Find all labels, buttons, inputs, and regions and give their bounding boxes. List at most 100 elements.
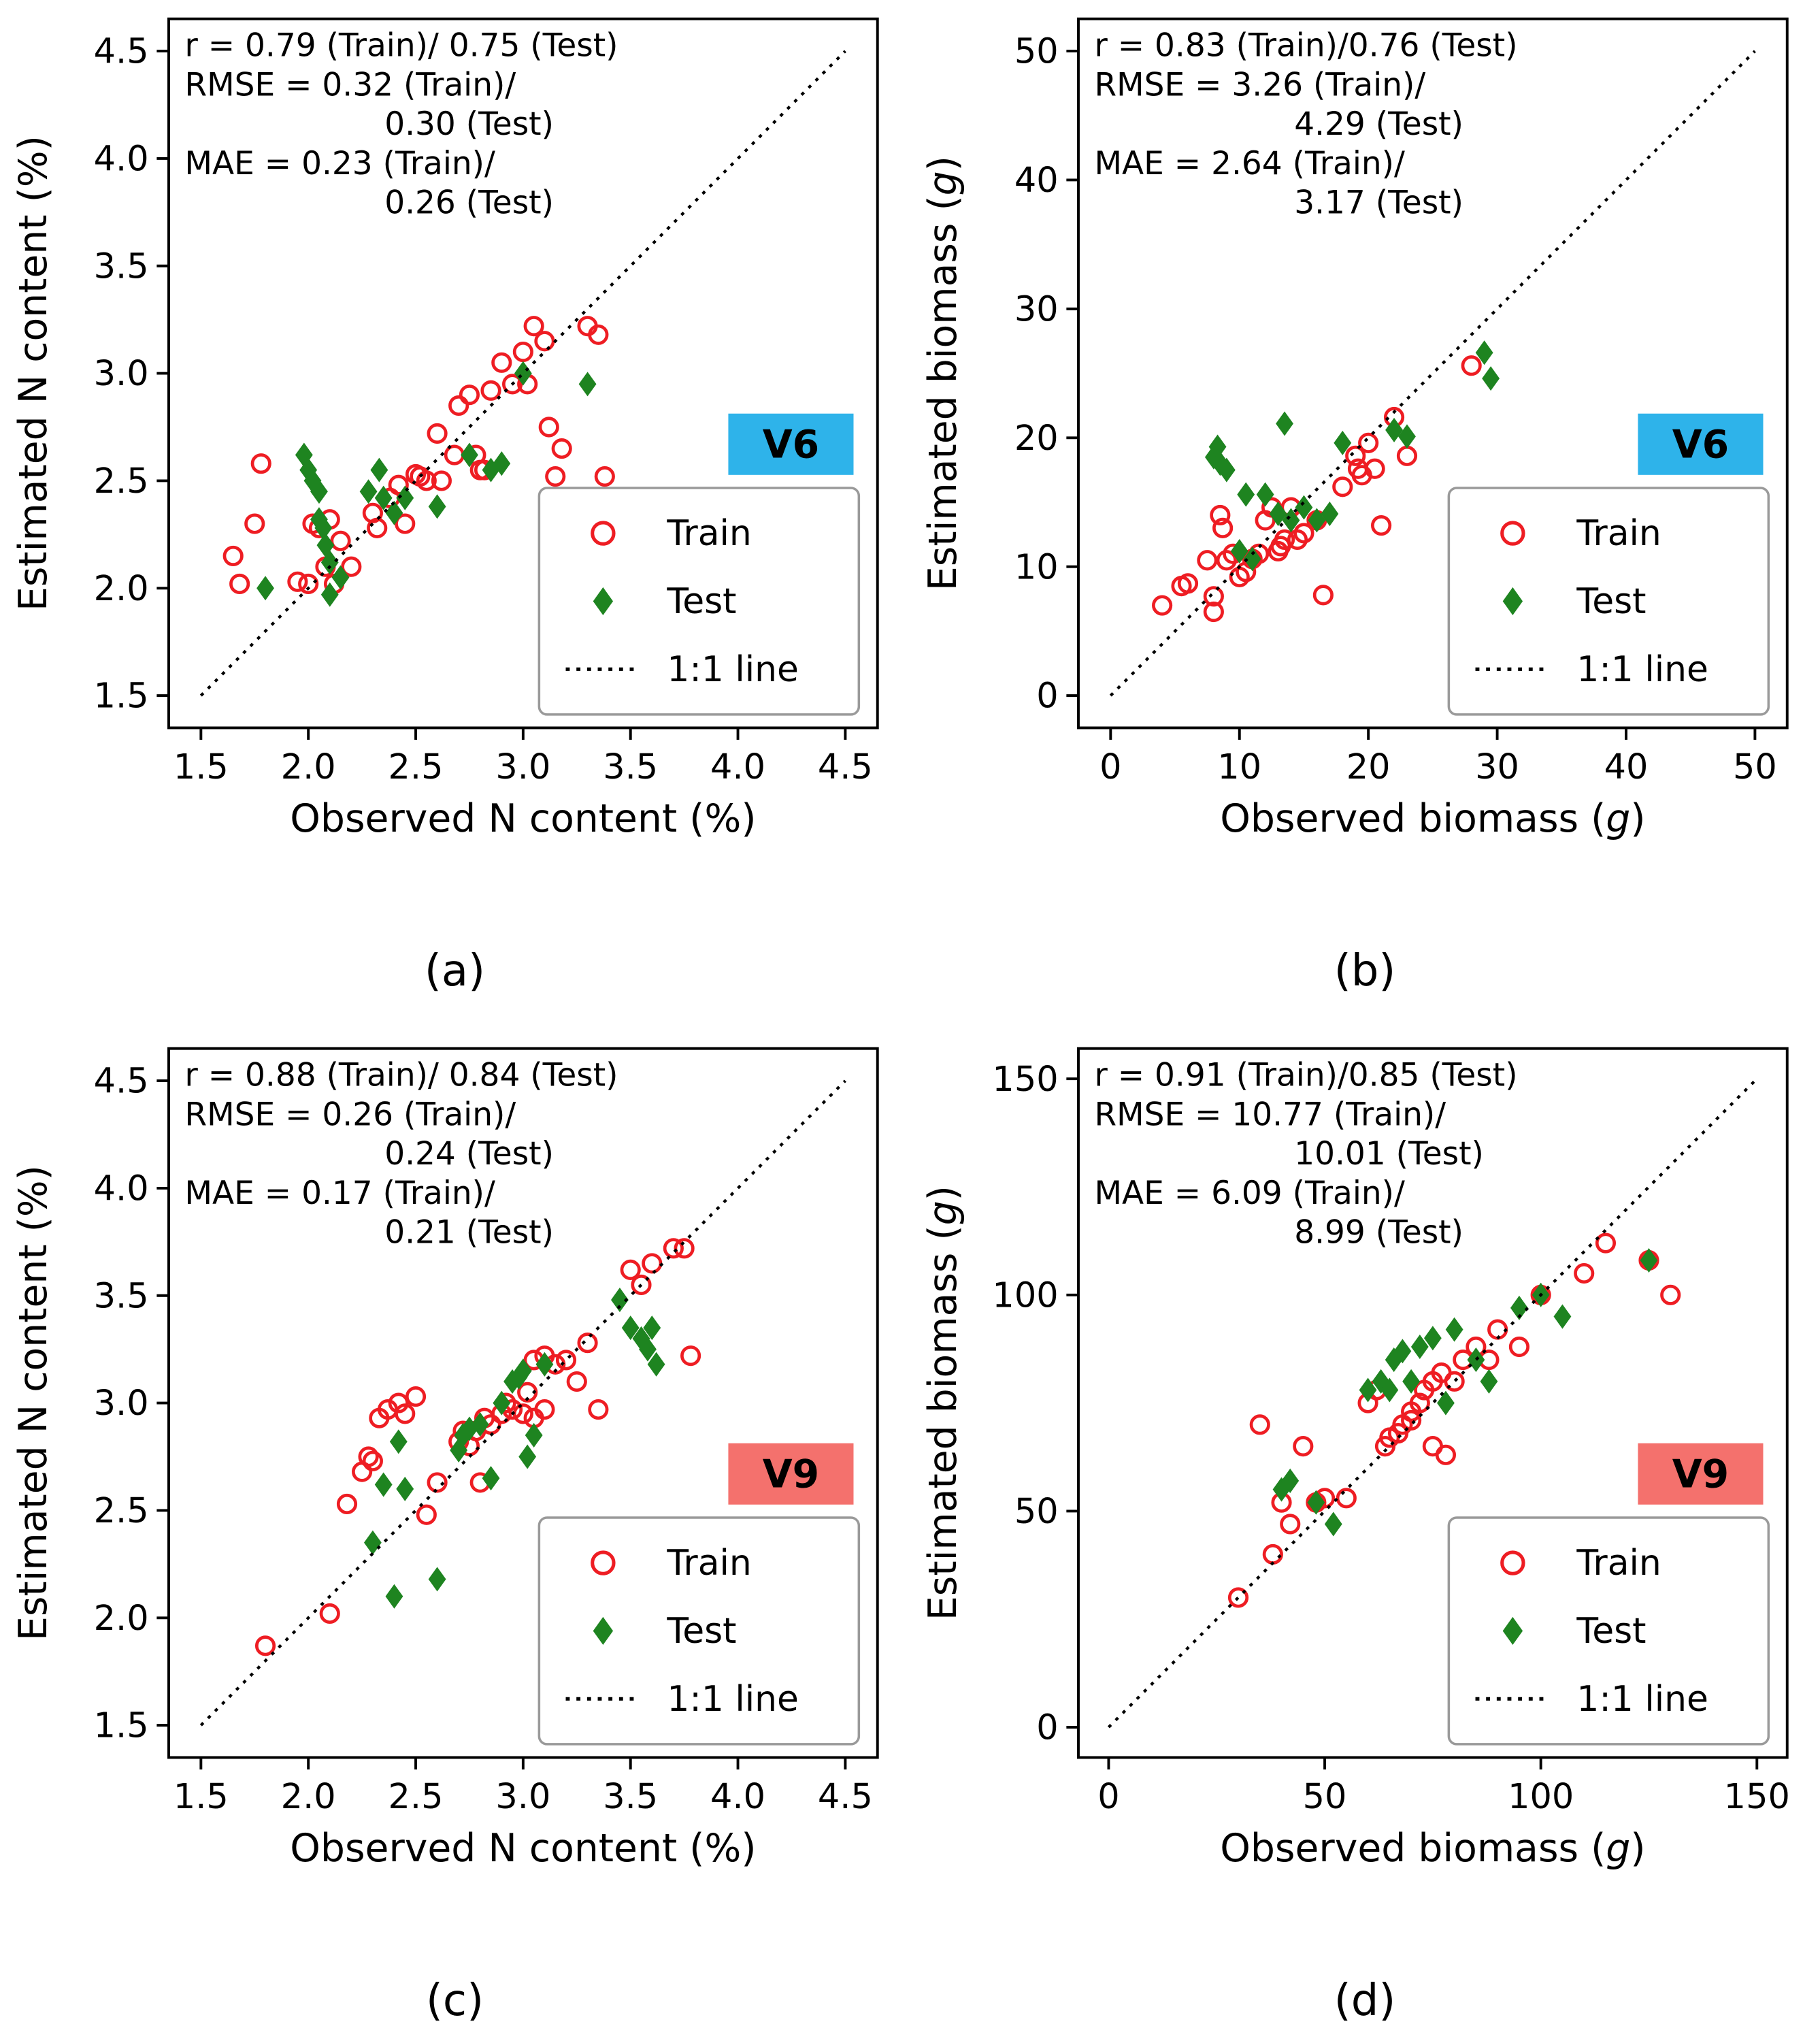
series-train [1152, 355, 1482, 623]
identity-line [1107, 1077, 1758, 1729]
svg-text:8.99 (Test): 8.99 (Test) [1294, 1214, 1463, 1252]
test-point [610, 1288, 629, 1313]
svg-text:3.5: 3.5 [603, 1777, 658, 1817]
train-point [1216, 550, 1237, 571]
y-axis-ticks: 0 50 100 150 [992, 1060, 1078, 1748]
train-point [516, 1382, 537, 1403]
stats-annotation: r = 0.91 (Train)/0.85 (Test)RMSE = 10.77… [1094, 1057, 1517, 1252]
svg-text:0.21 (Test): 0.21 (Test) [384, 1214, 554, 1252]
x-axis-ticks: 1.5 2.0 2.5 3.0 3.5 4.0 4.5 [173, 1757, 872, 1817]
train-point [680, 1345, 701, 1367]
test-point [638, 1337, 657, 1362]
scatter-plot-c: 1.5 2.0 2.5 3.0 3.5 4.0 4.5 1.5 2.0 2.5 3.0 3.5 4.0 4… [10, 1047, 879, 1871]
train-point [416, 470, 437, 491]
svg-text:1:1 line: 1:1 line [1576, 649, 1708, 690]
train-point [459, 385, 480, 406]
svg-text:3.0: 3.0 [93, 354, 148, 394]
test-point [1467, 1347, 1485, 1373]
svg-text:2.5: 2.5 [93, 1491, 148, 1531]
train-point [1508, 1336, 1529, 1358]
test-point [1423, 1326, 1442, 1351]
test-point [1410, 1334, 1429, 1360]
test-point [256, 576, 274, 601]
test-point [314, 515, 332, 540]
svg-text:2.0: 2.0 [93, 569, 148, 609]
test-point [1324, 1511, 1342, 1537]
svg-text:MAE = 2.64 (Train)/: MAE = 2.64 (Train)/ [1094, 145, 1405, 182]
svg-text:Test: Test [666, 1611, 736, 1652]
train-point [357, 1446, 379, 1467]
series-test [363, 1288, 665, 1609]
train-point [1293, 1436, 1314, 1457]
train-point [1574, 1262, 1595, 1284]
train-point [1210, 504, 1231, 526]
legend-train-marker [1500, 1550, 1525, 1575]
train-point [286, 571, 308, 592]
svg-text:30: 30 [1014, 290, 1059, 330]
svg-text:2.0: 2.0 [280, 1777, 335, 1817]
panel-a: 1.5 2.0 2.5 3.0 3.5 4.0 4.5 1.5 2.0 2.5 3.0 3.5 4.0 4… [0, 5, 910, 996]
train-point [1595, 1232, 1617, 1254]
panel-d: 0 50 100 150 0 50 100 150 Observed biomass (g) Es… [910, 1035, 1820, 2025]
train-point [416, 1504, 437, 1525]
test-point [1269, 502, 1287, 527]
test-point [374, 485, 393, 510]
train-point [533, 1399, 555, 1420]
caption-b: (b) [1334, 946, 1396, 996]
train-point [555, 1350, 576, 1371]
caption-c: (c) [425, 1976, 484, 2026]
svg-text:10: 10 [1014, 547, 1059, 587]
svg-text:150: 150 [992, 1060, 1058, 1100]
train-point [576, 1333, 598, 1354]
svg-text:Test: Test [1576, 1611, 1646, 1652]
y-axis-label: Estimated N content (%) [10, 135, 55, 611]
train-point [533, 331, 555, 352]
train-point [1444, 1371, 1465, 1392]
svg-text:4.5: 4.5 [93, 32, 148, 72]
y-axis-label: Estimated N content (%) [10, 1165, 55, 1641]
legend-test-marker [593, 1616, 613, 1646]
legend: Train Test 1:1 line [537, 1516, 860, 1746]
scatter-plot-b: 0 10 20 30 40 50 0 10 20 30 40 50 Observed biomass (… [921, 17, 1789, 841]
test-point [449, 1438, 467, 1463]
stats-annotation: r = 0.88 (Train)/ 0.84 (Test)RMSE = 0.26… [184, 1057, 618, 1252]
svg-text:r = 0.79 (Train)/ 0.75 (Test): r = 0.79 (Train)/ 0.75 (Test) [184, 27, 618, 65]
svg-text:1.5: 1.5 [173, 1777, 228, 1817]
y-axis-label: Estimated biomass (g) [921, 1186, 965, 1620]
svg-text:3.5: 3.5 [93, 1276, 148, 1316]
test-point [632, 1326, 650, 1351]
svg-text:r = 0.91 (Train)/0.85 (Test): r = 0.91 (Train)/0.85 (Test) [1094, 1057, 1517, 1094]
svg-text:MAE = 0.17 (Train)/: MAE = 0.17 (Train)/ [184, 1175, 495, 1212]
test-point [1230, 538, 1248, 563]
svg-text:100: 100 [992, 1275, 1058, 1315]
train-point [566, 1371, 587, 1392]
svg-text:V6: V6 [762, 422, 818, 467]
caption-d: (d) [1334, 1976, 1396, 2026]
train-point [523, 316, 544, 337]
svg-text:Test: Test [666, 581, 736, 622]
train-point [394, 1403, 415, 1424]
test-point [1553, 1304, 1572, 1329]
train-point [1249, 1414, 1270, 1435]
svg-text:0: 0 [1036, 1708, 1058, 1748]
x-axis-label: Observed biomass (g) [1220, 796, 1645, 841]
train-point [512, 1403, 533, 1424]
svg-text:4.29 (Test): 4.29 (Test) [1294, 105, 1463, 143]
test-point [1282, 508, 1300, 533]
train-point [1212, 517, 1234, 538]
svg-text:4.5: 4.5 [817, 1777, 872, 1817]
svg-text:0: 0 [1097, 1777, 1119, 1817]
svg-text:3.17 (Test): 3.17 (Test) [1294, 184, 1463, 222]
identity-line [199, 1079, 846, 1727]
svg-text:RMSE = 0.26 (Train)/: RMSE = 0.26 (Train)/ [184, 1096, 516, 1133]
test-point [363, 1530, 382, 1555]
svg-text:3.0: 3.0 [495, 747, 550, 787]
train-point [388, 474, 409, 495]
train-point [340, 556, 361, 577]
axes-box [1077, 1047, 1789, 1759]
svg-text:RMSE = 0.32 (Train)/: RMSE = 0.32 (Train)/ [184, 66, 516, 103]
x-axis-ticks: 0 50 100 150 [1097, 1757, 1790, 1817]
svg-text:3.5: 3.5 [93, 246, 148, 287]
train-point [1461, 355, 1482, 376]
test-point [578, 372, 596, 397]
